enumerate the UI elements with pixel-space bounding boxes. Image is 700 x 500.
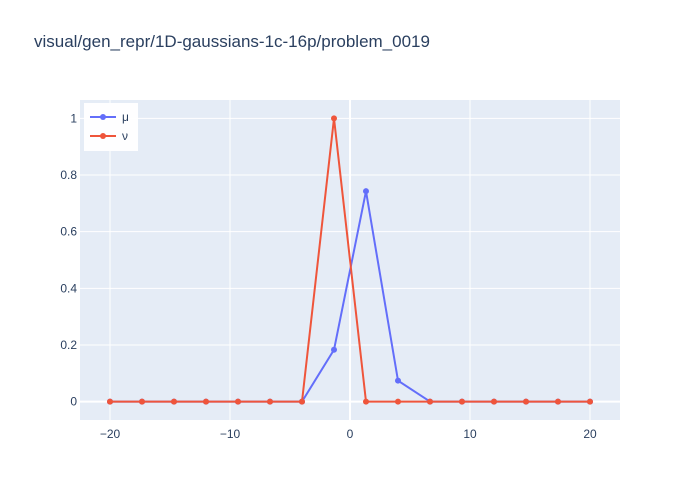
legend-label-0: μ bbox=[122, 110, 129, 124]
x-tick-label: −20 bbox=[100, 427, 121, 441]
data-point bbox=[107, 398, 113, 405]
legend-box bbox=[84, 103, 138, 151]
data-point bbox=[523, 398, 530, 405]
data-point bbox=[458, 398, 465, 405]
x-tick-label: 10 bbox=[463, 427, 477, 441]
data-point bbox=[362, 188, 369, 195]
y-tick-label: 0.2 bbox=[60, 338, 77, 352]
data-point bbox=[395, 377, 401, 384]
data-point bbox=[299, 398, 305, 405]
data-point bbox=[266, 398, 273, 405]
y-tick-label: 0 bbox=[70, 395, 77, 409]
data-point bbox=[554, 398, 561, 405]
y-tick-label: 1 bbox=[70, 111, 77, 125]
legend-marker-0 bbox=[100, 114, 106, 120]
chart-title: visual/gen_repr/1D-gaussians-1c-16p/prob… bbox=[34, 32, 430, 51]
x-tick-label: 0 bbox=[347, 427, 354, 441]
data-point bbox=[235, 398, 242, 405]
y-tick-label: 0.6 bbox=[60, 225, 77, 239]
data-point bbox=[331, 115, 338, 122]
y-tick-label: 0.8 bbox=[60, 168, 77, 182]
x-tick-label: 20 bbox=[583, 427, 597, 441]
data-point bbox=[587, 398, 593, 405]
data-point bbox=[395, 398, 401, 405]
legend-label-1: ν bbox=[122, 129, 128, 143]
data-point bbox=[331, 346, 338, 353]
y-tick-label: 0.4 bbox=[60, 281, 77, 295]
data-point bbox=[139, 398, 146, 405]
data-point bbox=[491, 398, 497, 405]
data-point bbox=[427, 398, 434, 405]
data-point bbox=[203, 398, 209, 405]
x-tick-label: −10 bbox=[220, 427, 241, 441]
data-point bbox=[170, 398, 177, 405]
legend-marker-1 bbox=[100, 133, 106, 139]
data-point bbox=[362, 398, 369, 405]
series-line-1 bbox=[110, 117, 590, 403]
